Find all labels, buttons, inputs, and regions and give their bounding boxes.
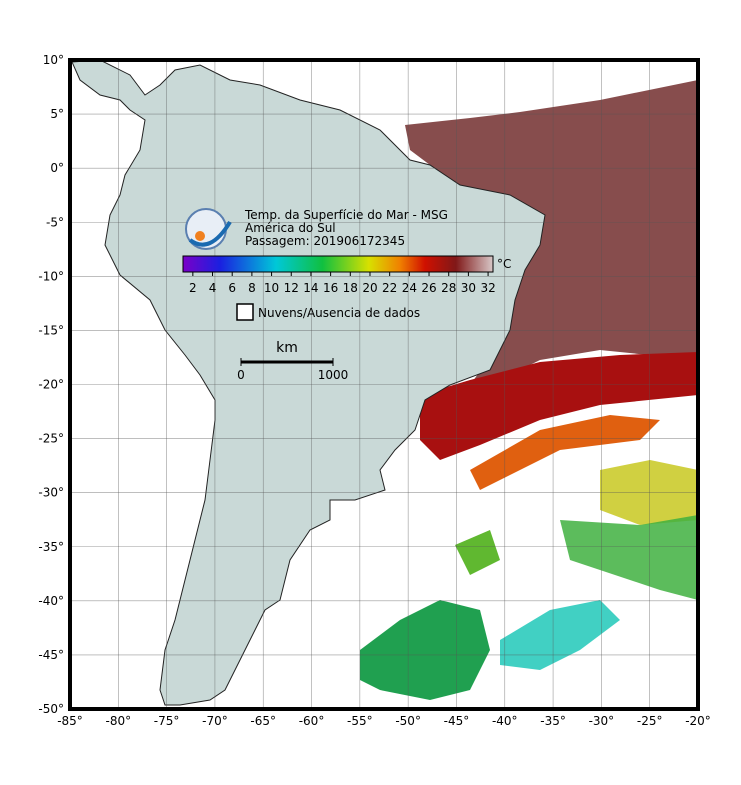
y-tick-label: -35°	[38, 540, 64, 554]
y-tick-label: -5°	[46, 215, 64, 229]
colorbar-tick-label: 16	[323, 281, 338, 295]
sst-orange	[470, 415, 660, 490]
y-tick-label: -50°	[38, 702, 64, 716]
y-tick-label: 10°	[43, 53, 64, 67]
sst-green-mid	[455, 530, 500, 575]
y-tick-label: -40°	[38, 594, 64, 608]
x-tick-label: -55°	[347, 714, 373, 728]
y-tick-label: -10°	[38, 269, 64, 283]
colorbar-tick-label: 8	[248, 281, 256, 295]
scalebar-unit: km	[276, 340, 298, 356]
colorbar-tick-label: 2	[189, 281, 197, 295]
colorbar-tick-label: 24	[402, 281, 417, 295]
y-tick-label: 0°	[50, 161, 64, 175]
grid	[70, 60, 698, 709]
scalebar-label: 0	[237, 368, 245, 382]
y-tick-label: -45°	[38, 648, 64, 662]
colorbar-tick-label: 28	[441, 281, 456, 295]
map-area	[70, 60, 698, 709]
x-tick-label: -60°	[299, 714, 325, 728]
y-tick-label: -30°	[38, 486, 64, 500]
x-tick-label: -30°	[589, 714, 615, 728]
colorbar-tick-label: 10	[264, 281, 279, 295]
title-line: América do Sul	[245, 221, 336, 235]
y-tick-label: -20°	[38, 378, 64, 392]
x-tick-label: -40°	[492, 714, 518, 728]
scalebar-label: 1000	[318, 368, 349, 382]
map-frame	[68, 58, 700, 711]
colorbar-tick-label: 22	[382, 281, 397, 295]
colorbar-tick-label: 20	[362, 281, 377, 295]
legend-swatch	[236, 303, 254, 321]
x-tick-label: -85°	[57, 714, 83, 728]
colorbar-tick-label: 30	[461, 281, 476, 295]
colorbar-tick-label: 6	[228, 281, 236, 295]
sst-cyan	[500, 600, 620, 670]
x-tick-label: -75°	[154, 714, 180, 728]
logo	[185, 208, 232, 250]
title-line: Passagem: 201906172345	[245, 234, 405, 248]
y-tick-label: -15°	[38, 323, 64, 337]
sst-red	[420, 352, 698, 460]
sst-green	[560, 515, 698, 600]
x-tick-label: -50°	[395, 714, 421, 728]
x-tick-label: -35°	[540, 714, 566, 728]
y-tick-label: 5°	[50, 107, 64, 121]
colorbar-tick-label: 4	[209, 281, 217, 295]
colorbar-tick-label: 26	[421, 281, 436, 295]
colorbar-tick-label: 12	[284, 281, 299, 295]
colorbar-tick-label: 32	[480, 281, 495, 295]
x-tick-label: -65°	[250, 714, 276, 728]
x-tick-label: -45°	[444, 714, 470, 728]
sst-warm	[405, 80, 698, 385]
colorbar-tick-label: 18	[343, 281, 358, 295]
legend-label: Nuvens/Ausencia de dados	[258, 306, 420, 320]
x-tick-label: -20°	[685, 714, 711, 728]
sst-green-south	[360, 600, 490, 700]
colorbar-unit: °C	[497, 257, 511, 271]
colorbar	[182, 255, 494, 273]
x-tick-label: -70°	[202, 714, 228, 728]
title-line: Temp. da Superfície do Mar - MSG	[244, 208, 448, 222]
x-tick-label: -25°	[637, 714, 663, 728]
y-tick-label: -25°	[38, 432, 64, 446]
x-tick-label: -80°	[106, 714, 132, 728]
colorbar-tick-label: 14	[303, 281, 318, 295]
